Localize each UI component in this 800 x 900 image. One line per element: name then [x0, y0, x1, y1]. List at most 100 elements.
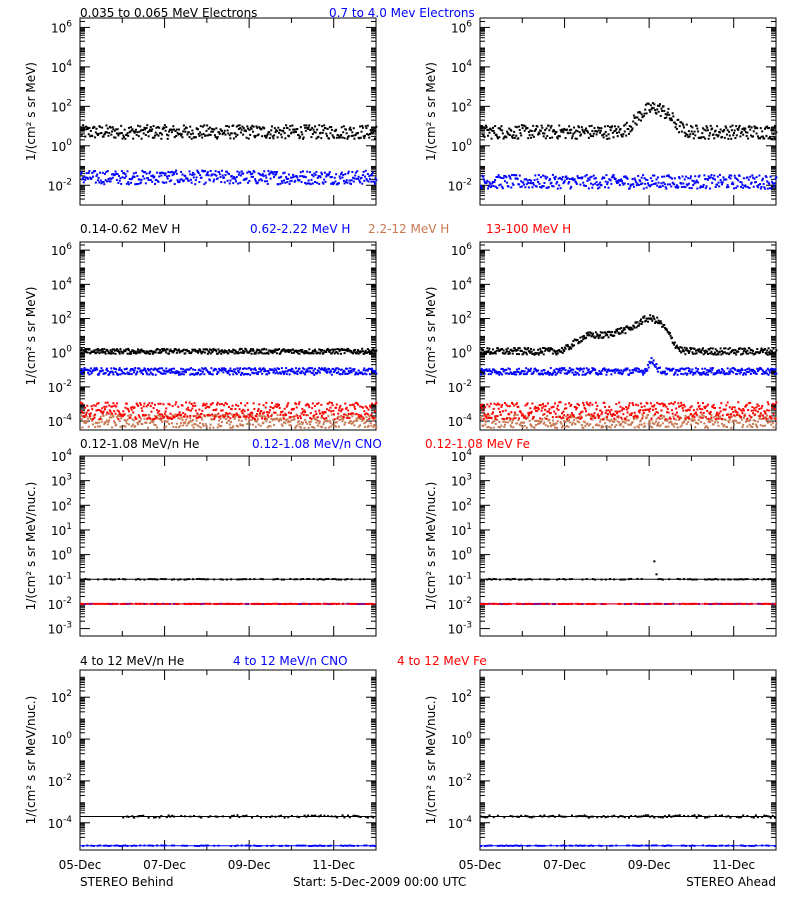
data-point: [500, 176, 503, 179]
data-point: [634, 179, 637, 182]
data-point: [721, 181, 724, 184]
data-point: [261, 179, 264, 182]
data-point: [706, 129, 709, 132]
data-point: [143, 177, 146, 180]
data-point: [348, 421, 351, 424]
data-point: [687, 182, 690, 185]
data-point: [643, 177, 646, 180]
data-point: [250, 352, 253, 355]
data-point: [98, 352, 101, 355]
data-point: [752, 349, 755, 352]
data-point: [242, 408, 245, 411]
data-point: [618, 179, 621, 182]
data-point: [568, 367, 571, 370]
data-point: [505, 348, 508, 351]
data-point: [597, 372, 600, 375]
data-point: [691, 126, 694, 129]
data-point: [510, 186, 513, 189]
data-point: [570, 128, 573, 131]
panel-frame: [79, 17, 377, 206]
data-point: [239, 127, 242, 130]
data-point: [731, 181, 734, 184]
data-point: [570, 137, 573, 140]
data-point: [270, 401, 273, 404]
data-point: [325, 368, 328, 371]
data-point: [690, 187, 693, 190]
data-point: [298, 423, 301, 426]
data-point: [166, 420, 169, 423]
data-point: [555, 367, 558, 370]
data-point: [266, 351, 269, 354]
data-point: [520, 124, 523, 127]
data-point: [333, 418, 336, 421]
data-point: [337, 412, 340, 415]
data-point: [638, 370, 641, 373]
data-point: [232, 425, 235, 428]
data-point: [275, 417, 278, 420]
data-point: [370, 424, 373, 427]
data-point: [678, 350, 681, 353]
data-point: [136, 175, 139, 178]
data-point: [775, 131, 778, 134]
data-point: [194, 404, 197, 407]
data-point: [139, 403, 142, 406]
data-point: [505, 176, 508, 179]
data-point: [327, 174, 330, 177]
y-tick-label: 10-2: [448, 177, 472, 193]
data-point: [775, 349, 778, 352]
data-point: [151, 180, 154, 183]
data-point: [673, 343, 676, 346]
data-point: [232, 182, 235, 185]
data-point: [752, 130, 755, 133]
data-point: [240, 170, 243, 173]
data-point: [761, 179, 764, 182]
data-point: [87, 177, 90, 180]
data-point: [359, 181, 362, 184]
data-point: [161, 413, 164, 416]
data-point: [716, 125, 719, 128]
data-point: [532, 135, 535, 138]
data-point: [673, 177, 676, 180]
data-point: [354, 401, 357, 404]
data-point: [242, 424, 245, 427]
data-point: [133, 175, 136, 178]
data-point: [169, 348, 172, 351]
data-point: [149, 352, 152, 355]
data-point: [108, 404, 111, 407]
data-point: [157, 134, 160, 137]
data-point: [186, 177, 189, 180]
data-point: [704, 351, 707, 354]
data-point: [97, 349, 100, 352]
data-point: [539, 372, 542, 375]
data-point: [232, 137, 235, 140]
data-point: [620, 179, 623, 182]
data-point: [194, 179, 197, 182]
data-point: [216, 401, 219, 404]
data-point: [324, 411, 327, 414]
data-point: [773, 124, 776, 127]
data-point: [227, 415, 230, 418]
data-point: [185, 126, 188, 129]
panel-frame: [479, 17, 777, 206]
data-point: [219, 417, 222, 420]
data-point: [221, 413, 224, 416]
data-point: [189, 178, 192, 181]
data-point: [565, 372, 568, 375]
data-point: [675, 369, 678, 372]
data-point: [631, 369, 634, 372]
data-point: [81, 372, 84, 375]
data-point: [492, 185, 495, 188]
data-point: [313, 373, 316, 376]
data-point: [562, 131, 565, 134]
data-point: [304, 373, 307, 376]
data-point: [719, 372, 722, 375]
data-point: [209, 169, 212, 172]
data-point: [204, 407, 207, 410]
data-point: [716, 135, 719, 138]
data-point: [242, 413, 245, 416]
data-point: [100, 351, 103, 354]
data-point: [273, 370, 276, 373]
data-point: [208, 426, 211, 429]
data-point: [312, 128, 315, 131]
data-point: [168, 174, 171, 177]
